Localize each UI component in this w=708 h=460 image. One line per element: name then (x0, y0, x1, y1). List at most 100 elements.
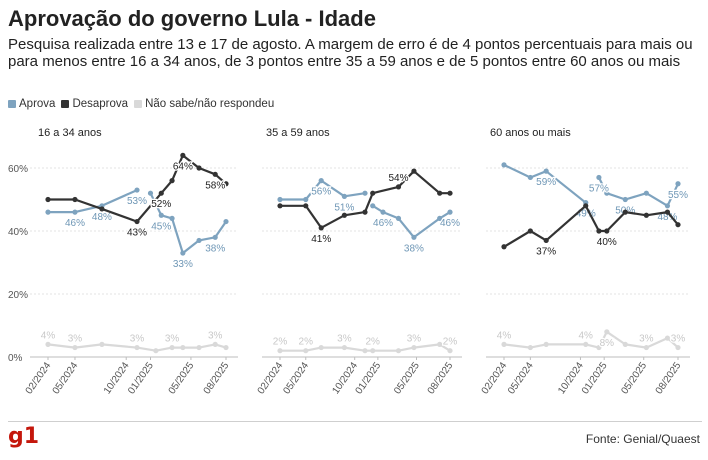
point-0-0-1-2 (169, 215, 175, 221)
point-2-2-0-9 (675, 344, 681, 351)
point-0-0-0-1 (72, 209, 78, 215)
series-line-1-2-0 (280, 343, 451, 352)
point-0-1-0-7 (196, 165, 202, 171)
point-2-2-0-1 (527, 344, 533, 351)
point-1-0-1-5 (447, 209, 453, 215)
data-label-1-0-3: 46% (373, 218, 393, 229)
data-label-1-2-1: 2% (299, 337, 314, 348)
point-2-1-0-4 (596, 228, 602, 234)
point-1-1-0-7 (411, 168, 417, 174)
point-2-2-0-8 (664, 335, 671, 341)
data-label-2-1-2: 40% (597, 237, 617, 248)
data-label-0-0-2: 53% (127, 196, 147, 207)
point-2-0-1-3 (643, 190, 649, 196)
point-1-0-0-0 (277, 196, 283, 203)
point-1-0-1-1 (380, 209, 386, 215)
data-label-0-0-0: 46% (65, 218, 85, 229)
legend-item-nao-sabe: Não sabe/não respondeu (134, 98, 274, 110)
data-label-2-0-6: 55% (668, 190, 688, 201)
data-label-1-0-1: 56% (311, 187, 331, 198)
data-label-1-0-4: 38% (404, 243, 424, 254)
chart-legend: Aprova Desaprova Não sabe/não respondeu (8, 98, 274, 110)
point-0-2-0-3 (134, 344, 140, 351)
data-label-1-2-4: 3% (407, 334, 422, 345)
point-1-2-0-4 (362, 348, 368, 354)
point-0-2-0-1 (72, 344, 78, 351)
point-2-1-0-3 (583, 203, 589, 209)
point-0-0-1-4 (196, 237, 202, 244)
y-tick-label-2: 20% (8, 290, 28, 301)
point-2-2-0-6 (622, 341, 628, 347)
y-tick-label-1: 40% (8, 227, 28, 238)
data-label-0-1-3: 58% (205, 180, 225, 191)
x-tick-label-1-4: 05/2025 (392, 360, 422, 396)
point-1-2-0-3 (341, 344, 347, 351)
g1-logo: g1 (8, 424, 40, 449)
point-2-1-0-1 (527, 228, 533, 234)
x-tick-label-2-4: 05/2025 (619, 360, 649, 396)
point-1-1-0-4 (362, 209, 368, 215)
x-tick-label-0-5: 08/2025 (202, 360, 232, 396)
series-line-1-1-0 (280, 170, 450, 229)
x-tick-label-2-5: 08/2025 (654, 360, 684, 396)
point-1-1-0-3 (341, 212, 347, 218)
x-tick-label-1-5: 08/2025 (426, 360, 456, 396)
point-0-1-0-4 (158, 190, 164, 196)
data-label-0-2-0: 4% (41, 330, 56, 341)
point-0-0-1-6 (223, 218, 229, 225)
point-2-2-0-4 (596, 344, 602, 351)
point-0-1-0-1 (72, 196, 78, 203)
x-tick-label-0-3: 01/2025 (126, 360, 156, 396)
x-tick-label-0-1: 05/2024 (51, 360, 81, 396)
point-2-0-0-0 (501, 162, 507, 168)
point-0-0-0-0 (45, 209, 51, 215)
point-1-1-0-5 (370, 190, 376, 196)
point-1-1-0-6 (395, 184, 402, 190)
data-label-0-2-1: 3% (68, 334, 83, 345)
point-1-2-0-0 (277, 348, 283, 354)
point-2-0-1-1 (604, 190, 610, 196)
point-2-1-0-9 (675, 222, 681, 228)
panel-title-1: 35 a 59 anos (266, 127, 330, 139)
data-label-1-2-0: 2% (273, 337, 288, 348)
series-line-2-2-0 (503, 330, 679, 349)
point-2-1-0-2 (543, 237, 549, 244)
legend-label-desaprova: Desaprova (72, 98, 129, 110)
point-2-2-0-0 (501, 341, 507, 347)
data-label-2-2-4: 3% (671, 334, 686, 345)
point-0-1-0-5 (169, 178, 175, 184)
legend-swatch-nao-sabe (134, 100, 143, 108)
series-line-0-2-0 (47, 343, 227, 352)
data-label-1-1-1: 54% (388, 173, 408, 184)
source-note: Fonte: Genial/Quaest (585, 432, 700, 446)
point-1-0-0-1 (303, 196, 309, 203)
point-1-1-0-9 (447, 190, 453, 196)
point-0-1-0-6 (180, 152, 186, 158)
point-0-0-1-0 (147, 190, 154, 196)
data-label-0-1-0: 43% (127, 228, 147, 239)
point-1-0-0-2 (318, 178, 324, 184)
data-label-2-1-1: 37% (536, 246, 556, 257)
point-0-2-0-7 (196, 344, 202, 351)
data-label-1-0-5: 46% (440, 218, 460, 229)
point-1-1-0-0 (277, 203, 283, 209)
series-line-2-0-0 (503, 163, 587, 204)
legend-label-nao-sabe: Não sabe/não respondeu (145, 98, 275, 110)
legend-swatch-desaprova (61, 100, 70, 108)
point-0-0-1-5 (212, 234, 218, 240)
point-2-2-0-7 (643, 344, 649, 351)
point-1-0-0-3 (341, 193, 347, 199)
point-2-1-0-0 (501, 244, 507, 250)
point-0-2-0-9 (223, 344, 229, 351)
point-2-0-0-1 (527, 174, 533, 181)
point-1-2-0-2 (318, 344, 324, 351)
point-2-0-1-5 (675, 181, 681, 187)
data-label-1-2-5: 2% (443, 337, 458, 348)
point-0-1-0-3 (134, 218, 140, 225)
data-label-0-2-2: 3% (130, 334, 145, 345)
series-line-0-1-0 (48, 154, 227, 223)
data-label-0-2-4: 3% (208, 330, 223, 341)
point-2-0-0-2 (543, 168, 549, 174)
point-0-2-0-8 (212, 341, 218, 347)
